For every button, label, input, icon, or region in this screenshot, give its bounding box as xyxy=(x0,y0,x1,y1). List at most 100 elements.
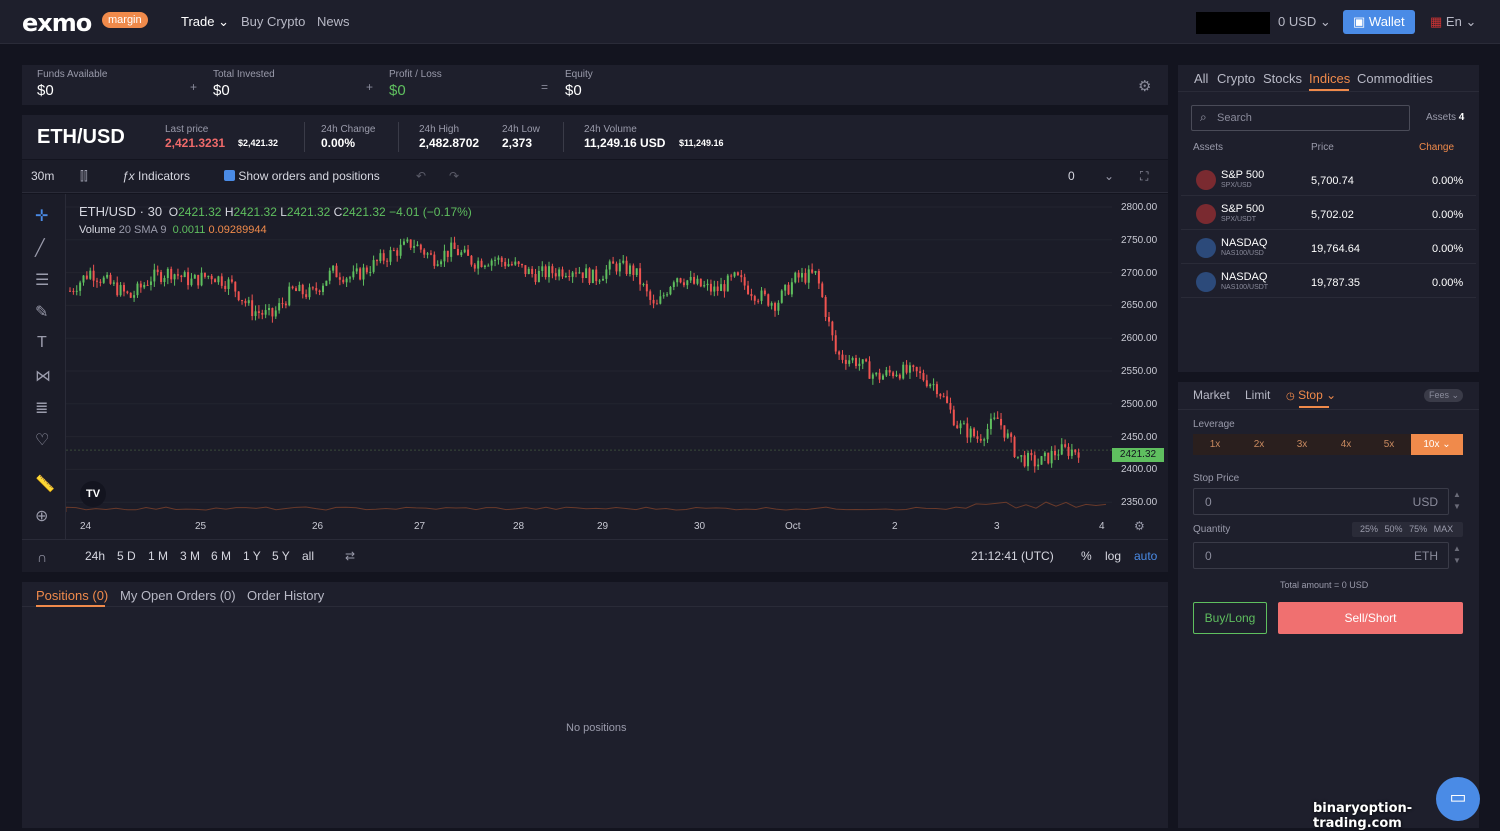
col-assets[interactable]: Assets xyxy=(1193,142,1224,153)
tab-order-history[interactable]: Order History xyxy=(247,588,325,603)
nav-buy-crypto[interactable]: Buy Crypto xyxy=(241,14,306,29)
fullscreen-icon[interactable]: ⛶ xyxy=(1140,169,1149,183)
stepper-icon[interactable]: ▲ ▼ xyxy=(1453,490,1461,511)
candle-body xyxy=(1064,444,1067,447)
date-range-icon[interactable]: ⇄ xyxy=(345,549,356,563)
total-invested-value: $0 xyxy=(213,82,230,99)
search-input[interactable]: ⌕ Search xyxy=(1191,105,1410,131)
leverage-3x[interactable]: 3x xyxy=(1296,439,1308,450)
candle-body xyxy=(494,259,497,261)
redo-icon[interactable]: ↷ xyxy=(449,169,460,183)
order-tab-limit[interactable]: Limit xyxy=(1245,388,1271,402)
indicators-button[interactable]: ƒx Indicators xyxy=(122,169,190,183)
candle-body xyxy=(696,278,699,284)
language-selector[interactable]: ▦ En ⌄ xyxy=(1430,14,1476,30)
balance-value: 0 USD xyxy=(1278,14,1317,29)
market-tab-indices[interactable]: Indices xyxy=(1309,71,1351,86)
exmo-logo[interactable]: exmo xyxy=(22,9,92,37)
order-tab-market[interactable]: Market xyxy=(1193,388,1230,402)
nav-news[interactable]: News xyxy=(317,14,350,29)
market-tab-all[interactable]: All xyxy=(1194,71,1209,86)
pct-max[interactable]: MAX xyxy=(1433,524,1454,534)
market-tab-stocks[interactable]: Stocks xyxy=(1263,71,1303,86)
asset-row[interactable] xyxy=(1181,265,1476,298)
heart-icon[interactable]: ♡ xyxy=(35,432,50,449)
pct-50[interactable]: 50% xyxy=(1384,524,1403,534)
horizontal-lines-icon[interactable]: ☰ xyxy=(35,272,50,289)
chevron-down-icon[interactable]: ⌄ xyxy=(1104,169,1115,183)
order-tab-stop[interactable]: ◷ Stop ⌄ xyxy=(1286,388,1336,402)
toolbar-counter[interactable]: 0 xyxy=(1068,169,1075,183)
candle-body xyxy=(1010,433,1013,437)
candle-body xyxy=(413,246,416,248)
stop-price-input[interactable]: 0 USD xyxy=(1193,488,1449,515)
market-tab-commodities[interactable]: Commodities xyxy=(1357,71,1433,86)
brush-icon[interactable]: ✎ xyxy=(35,304,49,321)
candle-body xyxy=(713,286,716,292)
utc-clock[interactable]: 21:12:41 (UTC) xyxy=(971,549,1054,563)
gear-icon[interactable]: ⚙ xyxy=(1138,78,1152,95)
buy-long-button[interactable]: Buy/Long xyxy=(1193,602,1267,634)
watermark: binaryoption-trading.com xyxy=(1313,801,1413,831)
show-orders-toggle[interactable]: Show orders and positions xyxy=(224,169,380,183)
interval-selector[interactable]: 30m xyxy=(31,169,55,183)
col-change[interactable]: Change xyxy=(1419,142,1455,153)
text-icon[interactable]: T xyxy=(37,334,47,351)
chart-area[interactable] xyxy=(22,194,1168,539)
crosshair-icon[interactable]: ✛ xyxy=(35,208,49,225)
leverage-4x[interactable]: 4x xyxy=(1340,439,1352,450)
leverage-2x[interactable]: 2x xyxy=(1253,439,1265,450)
asset-row[interactable] xyxy=(1181,231,1476,264)
candle-body xyxy=(315,288,318,291)
fees-dropdown[interactable]: Fees ⌄ xyxy=(1424,389,1463,402)
candle-body xyxy=(571,272,574,277)
wallet-button[interactable]: ▣ Wallet xyxy=(1343,10,1415,34)
high-label: 24h High xyxy=(419,124,460,135)
candlestick-chart[interactable] xyxy=(66,194,1112,514)
range-24h[interactable]: 24h xyxy=(85,549,106,563)
range-3m[interactable]: 3 M xyxy=(180,549,201,563)
undo-icon[interactable]: ↶ xyxy=(416,169,427,183)
col-price[interactable]: Price xyxy=(1311,142,1334,153)
range-6m[interactable]: 6 M xyxy=(211,549,232,563)
asset-row[interactable] xyxy=(1181,163,1476,196)
zoom-icon[interactable]: ⊕ xyxy=(35,508,49,525)
market-tab-crypto[interactable]: Crypto xyxy=(1217,71,1256,86)
pattern-icon[interactable]: ⋈ xyxy=(35,368,51,385)
ruler-icon[interactable]: 📏 xyxy=(35,476,55,493)
tradingview-logo[interactable]: TV xyxy=(80,481,106,507)
sell-short-button[interactable]: Sell/Short xyxy=(1278,602,1463,634)
balance-dropdown[interactable]: 0 USD ⌄ xyxy=(1278,14,1331,30)
range-1y[interactable]: 1 Y xyxy=(243,549,261,563)
chat-icon[interactable]: ▭ xyxy=(1436,777,1480,821)
range-5y[interactable]: 5 Y xyxy=(272,549,290,563)
leverage-label: Leverage xyxy=(1193,419,1235,430)
pct-75[interactable]: 75% xyxy=(1409,524,1428,534)
range-all[interactable]: all xyxy=(302,549,315,563)
candle-type-icon[interactable]: ⫿⫿ xyxy=(80,169,88,183)
tab-open-orders[interactable]: My Open Orders (0) xyxy=(120,588,236,603)
volume-v2: 0.09289944 xyxy=(208,224,267,236)
candle-body xyxy=(595,269,598,282)
settings-icon[interactable]: ⚙ xyxy=(1134,519,1145,533)
tab-positions[interactable]: Positions (0) xyxy=(36,588,109,603)
auto-toggle[interactable]: auto xyxy=(1134,549,1158,563)
nav-trade[interactable]: Trade ⌄ xyxy=(181,14,229,30)
asset-row[interactable] xyxy=(1181,197,1476,230)
fib-icon[interactable]: ≣ xyxy=(35,400,49,417)
trendline-icon[interactable]: ╱ xyxy=(35,240,45,257)
quantity-percent-buttons[interactable]: 25% 50% 75% MAX xyxy=(1352,522,1463,537)
leverage-1x[interactable]: 1x xyxy=(1209,439,1221,450)
candle-body xyxy=(1050,450,1053,464)
magnet-icon[interactable]: ∩ xyxy=(37,549,48,565)
range-5d[interactable]: 5 D xyxy=(117,549,136,563)
log-toggle[interactable]: log xyxy=(1105,549,1122,563)
range-1m[interactable]: 1 M xyxy=(148,549,169,563)
pct-25[interactable]: 25% xyxy=(1360,524,1379,534)
stepper-icon[interactable]: ▲ ▼ xyxy=(1453,544,1461,565)
candle-body xyxy=(558,269,561,277)
percent-toggle[interactable]: % xyxy=(1081,549,1092,563)
quantity-input[interactable]: 0 ETH xyxy=(1193,542,1449,569)
leverage-5x[interactable]: 5x xyxy=(1383,439,1395,450)
leverage-10x[interactable]: 10x ⌄ xyxy=(1411,434,1463,455)
